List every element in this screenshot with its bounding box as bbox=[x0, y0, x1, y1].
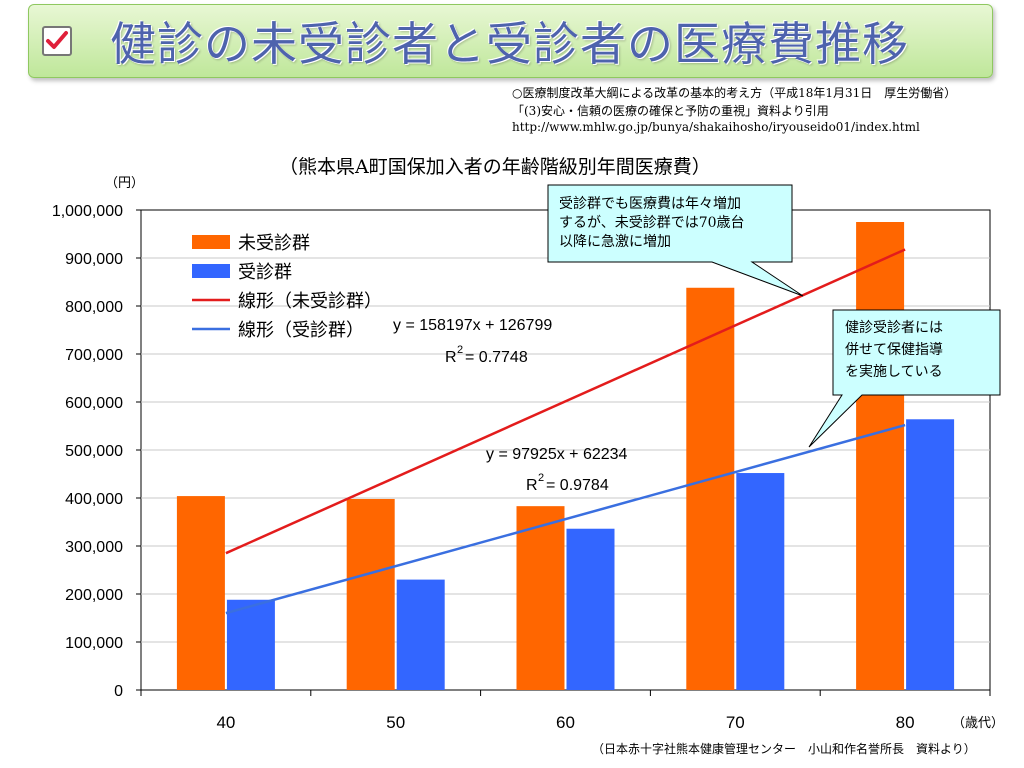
trendline-screened bbox=[225, 423, 906, 615]
legend-trend-unscreened-label: 線形（未受診群） bbox=[238, 291, 382, 312]
bar-unscreened bbox=[176, 496, 225, 690]
callout-health-guidance-text: 健診受診者には bbox=[845, 320, 943, 336]
y-tick-label: 300,000 bbox=[65, 539, 123, 556]
data-credit: （日本赤十字社熊本健康管理センター 小山和作名誉所長 資料より） bbox=[592, 742, 976, 756]
x-tick-label: 40 bbox=[216, 713, 235, 732]
page-title: 健診の未受診者と受診者の医療費推移 bbox=[110, 17, 909, 71]
legend-screened-swatch bbox=[192, 264, 230, 278]
y-tick-label: 800,000 bbox=[65, 299, 123, 316]
y-tick-label: 600,000 bbox=[65, 395, 123, 412]
x-tick-label: 50 bbox=[386, 713, 405, 732]
y-tick-label: 700,000 bbox=[65, 347, 123, 364]
trendline-unscreened bbox=[225, 248, 906, 555]
callout-health-guidance-text: を実施している bbox=[845, 364, 943, 380]
trend-r2-superscript: 2 bbox=[538, 472, 544, 484]
bar-unscreened bbox=[516, 506, 565, 690]
callout-annual-increase bbox=[547, 184, 804, 297]
bar-screened bbox=[226, 599, 275, 690]
trend-r2-superscript: 2 bbox=[457, 344, 463, 356]
x-axis-unit: （歳代） bbox=[952, 716, 1005, 731]
legend-unscreened-swatch bbox=[192, 235, 230, 249]
callout-annual-increase-text: 受診群でも医療費は年々増加 bbox=[559, 195, 741, 212]
bar-screened bbox=[396, 579, 445, 690]
bar-unscreened bbox=[346, 498, 395, 690]
x-tick-label: 70 bbox=[726, 713, 745, 732]
trend-equation: y = 158197x + 126799 bbox=[393, 317, 552, 334]
legend-unscreened-label: 未受診群 bbox=[238, 233, 310, 254]
trend-r2-value: = 0.9784 bbox=[546, 477, 609, 494]
y-tick-label: 1,000,000 bbox=[52, 203, 123, 220]
callout-annual-increase-text: するが、未受診群では70歳台 bbox=[559, 215, 745, 231]
y-tick-label: 0 bbox=[114, 683, 123, 700]
y-tick-label: 900,000 bbox=[65, 251, 123, 268]
chart-title: （熊本県A町国保加入者の年齢階級別年間医療費） bbox=[279, 156, 711, 178]
checkbox-icon bbox=[42, 26, 72, 56]
y-axis-unit: （円） bbox=[105, 176, 145, 191]
x-tick-label: 80 bbox=[896, 713, 915, 732]
y-tick-label: 100,000 bbox=[65, 635, 123, 652]
callout-annual-increase-text: 以降に急激に増加 bbox=[559, 233, 671, 250]
bar-screened bbox=[566, 528, 615, 690]
bar-screened bbox=[906, 419, 955, 690]
x-tick-label: 60 bbox=[556, 713, 575, 732]
bar-unscreened bbox=[856, 222, 905, 690]
trend-r2-letter: R bbox=[445, 349, 457, 366]
y-tick-label: 500,000 bbox=[65, 443, 123, 460]
trend-r2-value: = 0.7748 bbox=[465, 349, 528, 366]
y-tick-label: 400,000 bbox=[65, 491, 123, 508]
trend-equation: y = 97925x + 62234 bbox=[486, 446, 628, 463]
source-line-2: 「(3)安心・信頼の医療の確保と予防の重視」資料より引用 bbox=[512, 104, 829, 118]
bar-screened bbox=[736, 473, 785, 690]
callout-health-guidance-text: 併せて保健指導 bbox=[845, 342, 943, 358]
title-bar bbox=[28, 4, 993, 78]
y-tick-label: 200,000 bbox=[65, 587, 123, 604]
callout-health-guidance bbox=[808, 309, 1001, 448]
legend-trend-screened-label: 線形（受診群） bbox=[238, 320, 364, 341]
bar-unscreened bbox=[686, 287, 735, 690]
source-url: http://www.mhlw.go.jp/bunya/shakaihosho/… bbox=[512, 120, 920, 134]
trend-r2-letter: R bbox=[526, 477, 538, 494]
legend-screened-label: 受診群 bbox=[238, 262, 292, 283]
source-line-1: ○医療制度改革大綱による改革の基本的考え方（平成18年1月31日 厚生労働省） bbox=[512, 86, 957, 100]
